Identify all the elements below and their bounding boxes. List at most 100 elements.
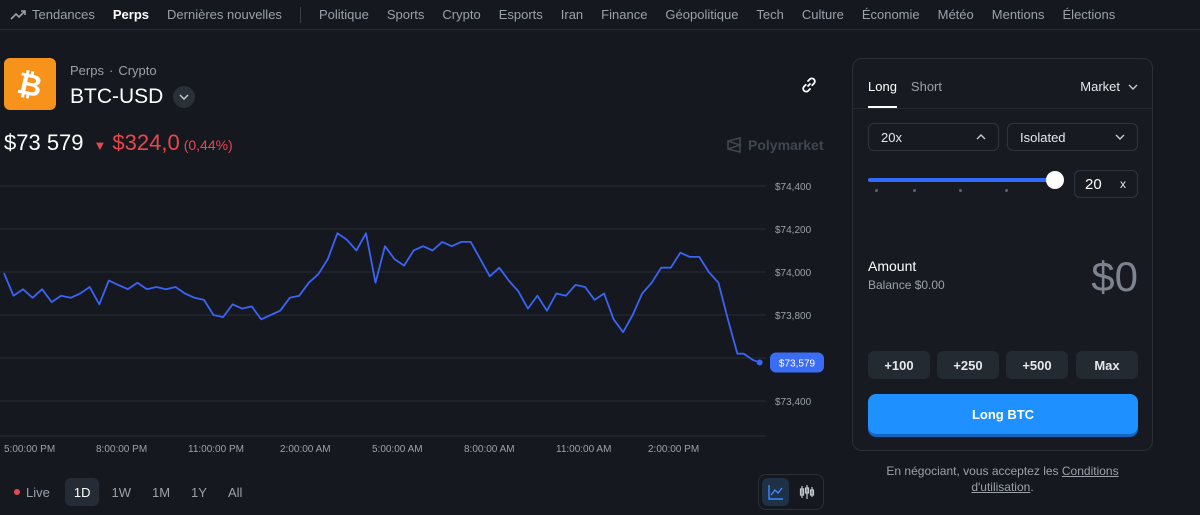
range-1m-button[interactable]: 1M [151,484,171,500]
nav-label: Dernières nouvelles [167,7,282,22]
leverage-select[interactable]: 20x [868,123,999,151]
amount-label: Amount [868,258,917,274]
down-arrow-icon: ▼ [93,138,107,153]
y-tick-label: $74,200 [775,225,812,236]
terms-notice: En négociant, vous acceptez les Conditio… [852,463,1153,495]
breadcrumb-section[interactable]: Perps [70,63,104,78]
line-chart-icon [767,485,783,500]
leverage-slider-handle[interactable] [1046,171,1064,189]
slider-tick [1005,189,1008,192]
nav-label: Crypto [442,7,481,22]
nav-label: Culture [801,7,844,22]
time-range-selector: Live 1D 1W 1M 1Y All [14,478,251,506]
amount-input[interactable]: $0 [1091,253,1138,300]
candlestick-icon [799,485,814,499]
x-tick-label: 5:00:00 PM [4,444,55,455]
price-line [3,232,760,364]
y-tick-label: $74,000 [775,268,812,279]
nav-label: Politique [318,7,369,22]
price-tag-label: $73,579 [779,359,816,370]
price-tag-background [770,352,824,373]
nav-item-perps[interactable]: Perps [113,7,149,22]
nav-item-esports[interactable]: Esports [499,7,543,22]
terms-link[interactable]: d'utilisation [971,480,1031,494]
order-type-label: Market [1080,79,1120,94]
price-change-percent: (0,44%) [183,137,233,153]
nav-item-finance[interactable]: Finance [601,7,647,22]
nav-item-meteo[interactable]: Météo [938,7,974,22]
quick-add-100-button[interactable]: +100 [868,351,930,379]
tab-long[interactable]: Long [868,79,897,108]
margin-mode-select[interactable]: Isolated [1007,123,1138,151]
terms-suffix: . [1030,480,1034,494]
x-tick-label: 8:00:00 PM [96,444,147,455]
nav-item-tech[interactable]: Tech [756,7,783,22]
current-price-tag: $73,579 [770,352,824,373]
long-btc-button[interactable]: Long BTC [868,394,1138,434]
polymarket-watermark: Polymarket [726,137,823,153]
nav-label: Économie [861,7,920,22]
balance-text: Balance $0.00 [868,278,945,292]
chevron-down-icon [1115,134,1125,140]
breadcrumb-separator: · [108,63,114,78]
breadcrumb-category[interactable]: Crypto [118,63,157,78]
tab-short[interactable]: Short [910,79,942,94]
quick-max-button[interactable]: Max [1076,351,1138,379]
nav-item-geopolitique[interactable]: Géopolitique [665,7,738,22]
nav-label: Météo [937,7,974,22]
chevron-down-icon [179,94,189,100]
x-tick-label: 8:00:00 AM [464,444,515,455]
leverage-slider-track[interactable] [868,178,1055,182]
live-indicator[interactable]: Live [14,485,50,500]
link-icon[interactable] [799,75,819,95]
y-tick-label: $73,400 [775,397,812,408]
range-all-button[interactable]: All [227,484,243,500]
leverage-input-value: 20 [1085,175,1102,193]
nav-item-dernieres-nouvelles[interactable]: Dernières nouvelles [167,7,282,22]
nav-item-politique[interactable]: Politique [319,7,369,22]
range-1d-button[interactable]: 1D [64,478,100,506]
bitcoin-icon: ₿ [15,66,45,102]
nav-item-economie[interactable]: Économie [862,7,920,22]
slider-tick [913,189,916,192]
nav-item-crypto[interactable]: Crypto [442,7,480,22]
nav-item-tendances[interactable]: Tendances [10,7,95,22]
nav-item-iran[interactable]: Iran [561,7,583,22]
chart-gridlines [0,185,766,437]
polymarket-logo-icon [727,137,742,153]
candlestick-chart-button[interactable] [793,478,820,506]
slider-tick [875,189,878,192]
market-title: BTC-USD [70,85,196,109]
quick-add-500-button[interactable]: +500 [1006,351,1068,379]
market-selector-button[interactable] [173,86,196,108]
trending-icon [10,9,26,20]
x-tick-label: 2:00:00 PM [648,444,699,455]
watermark-label: Polymarket [748,137,824,153]
slider-tick [959,189,962,192]
leverage-input[interactable]: 20 x [1074,170,1138,198]
nav-label: Tech [756,7,784,22]
price-chart[interactable]: $74,400$74,200$74,000$73,800$73,600$73,4… [0,170,830,460]
nav-item-mentions[interactable]: Mentions [992,7,1045,22]
chevron-up-icon [976,134,986,140]
range-1w-button[interactable]: 1W [111,484,131,500]
quick-add-250-button[interactable]: +250 [937,351,999,379]
market-name: BTC-USD [70,85,164,108]
price-change-absolute: $324,0 [112,130,180,155]
nav-label: Élections [1062,7,1116,22]
nav-label: Iran [560,7,584,22]
nav-divider [299,6,301,23]
nav-label: Géopolitique [665,7,739,22]
order-type-dropdown[interactable]: Market [1080,79,1138,94]
line-chart-button[interactable] [762,478,789,506]
nav-label: Perps [112,7,150,22]
range-1y-button[interactable]: 1Y [191,484,207,500]
nav-item-elections[interactable]: Élections [1063,7,1116,22]
nav-item-culture[interactable]: Culture [802,7,844,22]
terms-link[interactable]: Conditions [1061,464,1119,478]
chart-type-toggle [758,474,824,510]
svg-text:₿: ₿ [15,66,45,102]
nav-item-sports[interactable]: Sports [387,7,425,22]
y-tick-label: $73,800 [775,311,812,322]
nav-label: Tendances [32,7,95,22]
